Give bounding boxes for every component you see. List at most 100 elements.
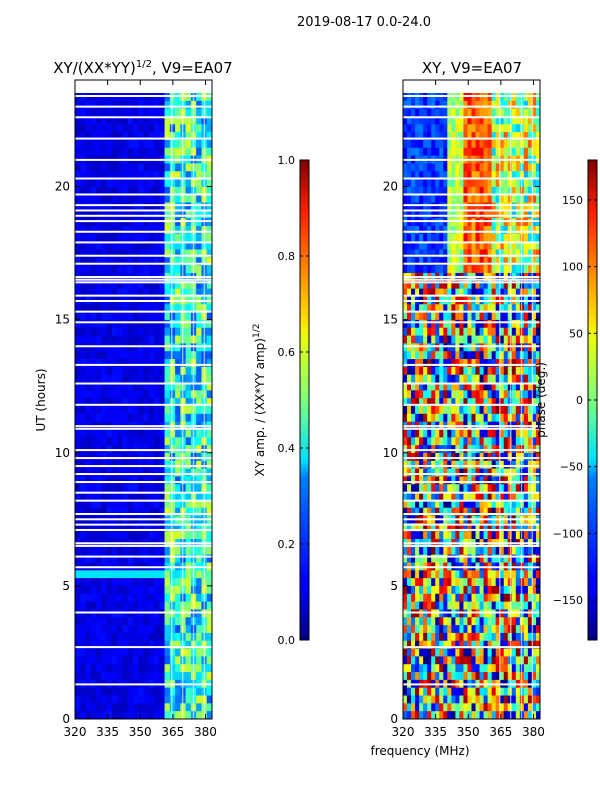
heatmap-cell xyxy=(415,484,420,493)
heatmap-cell xyxy=(106,452,113,462)
heatmap-cell xyxy=(475,437,480,446)
heatmap-cell xyxy=(196,366,202,376)
heatmap-cell xyxy=(117,257,123,266)
heatmap-cell xyxy=(122,194,129,203)
heatmap-cell xyxy=(511,210,517,219)
heatmap-cell xyxy=(80,625,86,634)
heatmap-cell xyxy=(535,288,541,297)
heatmap-cell xyxy=(459,570,464,579)
heatmap-cell xyxy=(164,625,171,634)
heatmap-cell xyxy=(463,492,468,501)
heatmap-cell xyxy=(185,429,192,438)
heatmap-cell xyxy=(463,93,468,102)
heatmap-cell xyxy=(75,617,81,626)
heatmap-cell xyxy=(122,179,129,188)
heatmap-cell xyxy=(523,382,529,391)
heatmap-cell xyxy=(122,280,129,290)
heatmap-cell xyxy=(483,280,489,290)
heatmap-cell xyxy=(527,93,533,102)
heatmap-cell xyxy=(459,108,464,117)
heatmap-cell xyxy=(75,570,81,579)
heatmap-cell xyxy=(451,147,456,156)
heatmap-cell xyxy=(143,664,150,673)
heatmap-cell xyxy=(169,335,176,344)
heatmap-cell xyxy=(159,601,165,610)
heatmap-cell xyxy=(415,132,420,141)
heatmap-cell xyxy=(427,179,432,188)
heatmap-cell xyxy=(479,186,484,196)
heatmap-cell xyxy=(479,484,484,493)
heatmap-cell xyxy=(515,249,521,258)
heatmap-cell xyxy=(159,499,165,509)
heatmap-cell xyxy=(499,452,505,462)
heatmap-cell xyxy=(515,304,521,313)
heatmap-cell xyxy=(75,249,81,258)
heatmap-cell xyxy=(90,437,97,446)
heatmap-cell xyxy=(403,312,408,321)
heatmap-cell xyxy=(431,695,436,704)
heatmap-cell xyxy=(459,327,464,336)
heatmap-cell xyxy=(154,648,160,657)
heatmap-cell xyxy=(127,492,134,501)
heatmap-cell xyxy=(90,687,97,696)
heatmap-cell xyxy=(122,319,129,329)
heatmap-cell xyxy=(169,343,176,352)
heatmap-cell xyxy=(499,609,505,618)
heatmap-cell xyxy=(435,625,440,634)
heatmap-cell xyxy=(196,288,202,297)
heatmap-cell xyxy=(535,343,541,352)
heatmap-cell xyxy=(467,687,472,696)
heatmap-cell xyxy=(435,460,440,469)
heatmap-cell xyxy=(431,366,436,376)
heatmap-cell xyxy=(415,147,420,156)
heatmap-cell xyxy=(407,124,412,133)
heatmap-cell xyxy=(503,585,509,595)
heatmap-cell xyxy=(455,452,460,462)
heatmap-cell xyxy=(196,179,202,188)
heatmap-cell xyxy=(411,171,416,180)
heatmap-cell xyxy=(459,499,464,509)
heatmap-cell xyxy=(471,194,476,203)
heatmap-cell xyxy=(122,648,129,657)
heatmap-cell xyxy=(479,366,484,376)
heatmap-cell xyxy=(415,468,420,477)
heatmap-cell xyxy=(423,695,428,704)
heatmap-cell xyxy=(463,601,468,610)
heatmap-cell xyxy=(96,437,102,446)
heatmap-cell xyxy=(503,484,509,493)
heatmap-cell xyxy=(132,359,139,368)
heatmap-cell xyxy=(515,687,521,696)
flagged-time-line xyxy=(75,230,212,233)
heatmap-cell xyxy=(148,304,155,313)
heatmap-cell xyxy=(483,570,489,579)
flagged-time-line xyxy=(75,241,212,244)
heatmap-cell xyxy=(495,280,501,290)
heatmap-cell xyxy=(419,233,424,243)
heatmap-cell xyxy=(431,93,436,102)
heatmap-cell xyxy=(451,319,456,329)
heatmap-cell xyxy=(487,593,493,603)
heatmap-cell xyxy=(527,437,533,446)
heatmap-cell xyxy=(447,664,452,673)
heatmap-cell xyxy=(439,687,444,696)
heatmap-cell xyxy=(415,171,420,180)
colorbar-tick-label: 0.8 xyxy=(278,250,296,263)
heatmap-cell xyxy=(85,327,92,336)
heatmap-cell xyxy=(467,523,472,532)
heatmap-cell xyxy=(101,304,108,313)
heatmap-cell xyxy=(127,484,134,493)
flagged-time-line xyxy=(403,427,540,430)
heatmap-cell xyxy=(127,499,134,509)
heatmap-cell xyxy=(127,531,134,540)
heatmap-cell xyxy=(159,241,165,250)
heatmap-cell xyxy=(535,656,541,665)
heatmap-cell xyxy=(403,319,408,329)
heatmap-cell xyxy=(471,93,476,102)
heatmap-cell xyxy=(511,327,517,336)
heatmap-cell xyxy=(90,578,97,587)
heatmap-cell xyxy=(138,476,144,485)
heatmap-cell xyxy=(175,531,181,540)
heatmap-cell xyxy=(467,554,472,563)
heatmap-cell xyxy=(106,406,113,415)
heatmap-cell xyxy=(159,351,165,360)
